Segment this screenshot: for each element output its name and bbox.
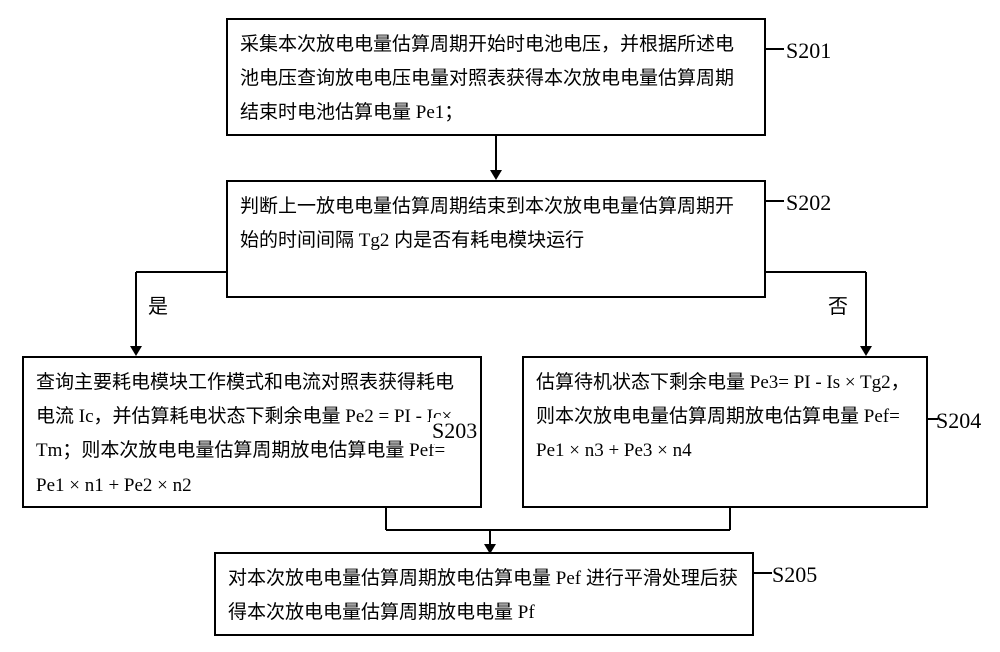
node-s203: 查询主要耗电模块工作模式和电流对照表获得耗电电流 Ic，并估算耗电状态下剩余电量… <box>22 356 482 508</box>
arrow-s202-s203 <box>130 270 230 360</box>
node-s203-tag: S203 <box>430 418 479 444</box>
node-s201-text: 采集本次放电电量估算周期开始时电池电压，并根据所述电池电压查询放电电压电量对照表… <box>240 34 734 123</box>
arrow-s203-s205 <box>380 508 500 556</box>
arrow-s202-s204 <box>766 270 876 360</box>
flowchart-canvas: 采集本次放电电量估算周期开始时电池电压，并根据所述电池电压查询放电电压电量对照表… <box>0 0 1000 652</box>
node-s202: 判断上一放电电量估算周期结束到本次放电电量估算周期开始的时间间隔 Tg2 内是否… <box>226 180 766 298</box>
tag-line-s202 <box>766 200 786 202</box>
tag-line-s205 <box>754 572 772 574</box>
node-s202-text: 判断上一放电电量估算周期结束到本次放电电量估算周期开始的时间间隔 Tg2 内是否… <box>240 196 734 251</box>
node-s205: 对本次放电电量估算周期放电估算电量 Pef 进行平滑处理后获得本次放电电量估算周… <box>214 552 754 636</box>
edge-label-no: 否 <box>828 290 848 319</box>
node-s204-text: 估算待机状态下剩余电量 Pe3= PI - Is × Tg2，则本次放电电量估算… <box>536 372 910 461</box>
node-s203-text: 查询主要耗电模块工作模式和电流对照表获得耗电电流 Ic，并估算耗电状态下剩余电量… <box>36 372 454 496</box>
arrow-s201-s202 <box>490 136 502 180</box>
arrow-s204-s205 <box>480 508 740 556</box>
tag-line-s201 <box>766 48 786 50</box>
node-s202-tag: S202 <box>786 190 831 216</box>
node-s201-tag: S201 <box>786 38 831 64</box>
node-s205-tag: S205 <box>772 562 817 588</box>
node-s201: 采集本次放电电量估算周期开始时电池电压，并根据所述电池电压查询放电电压电量对照表… <box>226 18 766 136</box>
node-s204: 估算待机状态下剩余电量 Pe3= PI - Is × Tg2，则本次放电电量估算… <box>522 356 928 508</box>
edge-label-yes: 是 <box>148 290 168 319</box>
node-s204-tag: S204 <box>936 408 981 434</box>
node-s205-text: 对本次放电电量估算周期放电估算电量 Pef 进行平滑处理后获得本次放电电量估算周… <box>228 568 738 623</box>
